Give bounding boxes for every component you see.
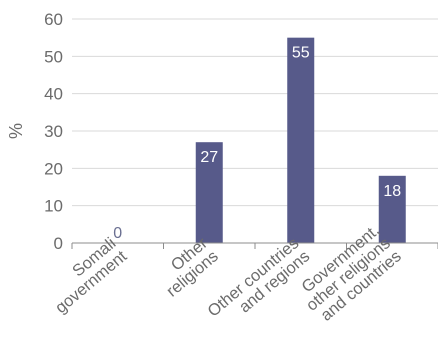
y-tick-label: 30	[44, 122, 63, 141]
y-tick-label: 10	[44, 197, 63, 216]
data-label: 27	[200, 149, 218, 166]
y-tick-label: 60	[44, 10, 63, 29]
bar	[195, 142, 223, 243]
data-label: 18	[383, 183, 401, 200]
y-tick-label: 0	[54, 234, 63, 253]
x-axis-ticks	[71, 243, 438, 249]
y-tick-label: 40	[44, 85, 63, 104]
y-tick-label: 50	[44, 47, 63, 66]
bar	[378, 175, 406, 243]
y-axis-ticks: 0 10 20 30 40 50 60	[44, 10, 63, 253]
data-label: 0	[113, 225, 122, 242]
bars	[195, 37, 406, 243]
x-category-label: Other countriesand regions	[204, 234, 313, 333]
value-labels: 0 27 55 18	[113, 45, 401, 242]
bar	[287, 37, 315, 243]
gridlines	[72, 18, 438, 207]
x-category-label: Otherreligions	[152, 234, 222, 301]
data-label: 55	[292, 45, 310, 62]
y-tick-label: 20	[44, 159, 63, 178]
y-axis-title: %	[6, 123, 26, 139]
